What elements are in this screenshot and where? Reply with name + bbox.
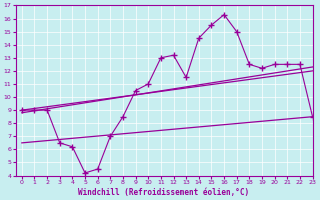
X-axis label: Windchill (Refroidissement éolien,°C): Windchill (Refroidissement éolien,°C): [78, 188, 250, 197]
